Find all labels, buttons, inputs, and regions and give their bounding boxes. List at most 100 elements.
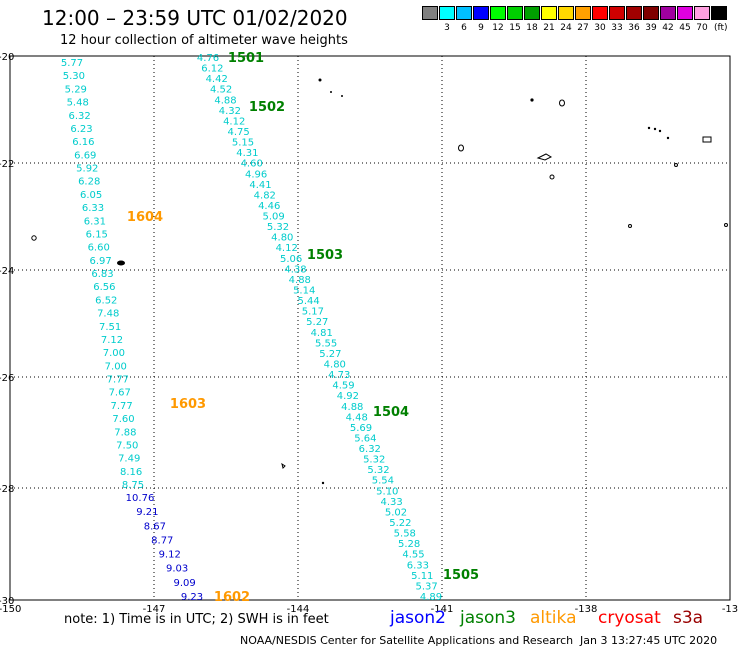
legend-cryosat: cryosat	[598, 608, 661, 628]
longitude-tick-label: -150	[0, 604, 21, 615]
wave-height-value: 6.33	[82, 203, 104, 214]
wave-height-value: 6.32	[359, 444, 381, 455]
wave-height-value: 5.92	[76, 164, 98, 175]
scale-tick-label: 27	[577, 23, 589, 33]
wave-height-value: 4.88	[214, 95, 236, 106]
scale-swatch	[609, 6, 625, 20]
scale-swatch	[626, 6, 642, 20]
scale-swatch	[439, 6, 455, 20]
scale-tick-label: 3	[444, 23, 450, 33]
altimeter-tracks: 5.77 5.30 5.29 5.48 6.32 6.23 6.16 6.69 5.92 6.28…	[61, 53, 442, 603]
wave-height-value: 4.46	[258, 201, 280, 212]
wave-height-value: 5.48	[67, 98, 89, 109]
wave-height-value: 7.49	[118, 454, 140, 465]
wave-height-value: 9.09	[173, 578, 195, 589]
wave-height-value: 6.28	[78, 177, 100, 188]
wave-height-value: 4.31	[236, 148, 258, 159]
scale-swatch	[575, 6, 591, 20]
wave-height-value: 7.48	[97, 309, 119, 320]
island-outline	[31, 235, 37, 241]
track-pass-label: 1602	[214, 590, 250, 605]
map-grid	[10, 56, 730, 600]
wave-height-value: 4.12	[276, 243, 298, 254]
page-title: 12:00 – 23:59 UTC 01/02/2020	[42, 6, 348, 30]
wave-height-value: 6.69	[74, 150, 96, 161]
wave-height-value: 5.17	[302, 307, 324, 318]
wave-height-value: 4.82	[254, 190, 276, 201]
wave-height-value: 6.97	[89, 256, 111, 267]
island-outline	[330, 91, 332, 93]
wave-height-value: 4.75	[227, 127, 249, 138]
scale-tick-label: 36	[628, 23, 640, 33]
wave-height-value: 6.83	[91, 269, 113, 280]
wave-height-value: 4.80	[271, 233, 293, 244]
track-pass-label: 1504	[373, 405, 409, 420]
island-outline	[647, 126, 651, 130]
scale-tick-label: 9	[478, 23, 484, 33]
wave-height-value: 4.55	[402, 550, 424, 561]
wave-height-value: 4.38	[284, 264, 306, 275]
scale-tick-label: 33	[611, 23, 623, 33]
wave-height-value: 7.77	[110, 401, 132, 412]
wave-height-value: 6.56	[93, 282, 115, 293]
map-frame	[9, 55, 731, 601]
scale-swatch	[473, 6, 489, 20]
island-outline	[658, 129, 662, 133]
island-outline	[653, 127, 657, 131]
scale-swatch	[711, 6, 727, 20]
legend-altika: altika	[530, 608, 577, 628]
scale-swatch	[660, 6, 676, 20]
longitude-tick-label: -147	[143, 604, 166, 615]
scale-swatch	[456, 6, 472, 20]
island-outline	[458, 144, 464, 152]
wave-height-value: 6.05	[80, 190, 102, 201]
track-pass-label: 1501	[228, 51, 264, 66]
island-outline	[281, 462, 286, 469]
island-outline	[318, 78, 322, 82]
wave-height-value: 7.00	[105, 361, 127, 372]
scale-tick-label: 39	[645, 23, 657, 33]
island-outline	[666, 136, 670, 140]
longitude-tick-label: -138	[575, 604, 598, 615]
wave-height-value: 4.76	[197, 53, 219, 64]
longitude-tick-label: -141	[431, 604, 454, 615]
scale-tick-label: 12	[492, 23, 504, 33]
legend-jason3: jason3	[460, 608, 516, 628]
wave-height-value: 5.44	[297, 296, 319, 307]
wave-height-value: 4.73	[328, 370, 350, 381]
latitude-tick-label: -22	[0, 159, 14, 170]
wave-height-value: 4.81	[311, 328, 333, 339]
wave-height-value: 6.31	[84, 216, 106, 227]
scale-swatch	[507, 6, 523, 20]
wave-height-value: 9.03	[166, 564, 188, 575]
scale-tick-label: 30	[594, 23, 606, 33]
wave-height-value: 5.27	[306, 317, 328, 328]
scale-unit: (ft)	[714, 23, 728, 33]
wave-height-value: 5.11	[411, 571, 433, 582]
wave-height-value: 5.69	[350, 423, 372, 434]
track-pass-label: 1604	[127, 210, 163, 225]
wave-height-value: 5.55	[315, 338, 337, 349]
wave-height-value: 5.06	[280, 254, 302, 265]
wave-height-value: 8.77	[151, 535, 173, 546]
island-outline	[321, 481, 325, 485]
wave-height-value: 5.77	[61, 58, 83, 69]
wave-height-value: 4.59	[332, 381, 354, 392]
wave-height-value: 7.77	[107, 375, 129, 386]
wave-height-value: 5.30	[63, 71, 85, 82]
scale-tick-label: 45	[679, 23, 691, 33]
legend-jason2: jason2	[390, 608, 446, 628]
latitude-tick-label: -30	[0, 596, 14, 607]
island-outline	[549, 174, 555, 180]
island-outline	[674, 163, 678, 167]
wave-height-value: 4.92	[337, 391, 359, 402]
wave-height-value: 5.64	[354, 434, 376, 445]
scale-swatch	[558, 6, 574, 20]
page-subtitle: 12 hour collection of altimeter wave hei…	[60, 33, 348, 48]
island-outline	[702, 136, 712, 143]
latitude-tick-label: -26	[0, 373, 14, 384]
scale-swatch	[677, 6, 693, 20]
wave-height-value: 5.09	[262, 212, 284, 223]
wave-height-value: 10.76	[126, 493, 155, 504]
wave-height-value: 5.27	[319, 349, 341, 360]
